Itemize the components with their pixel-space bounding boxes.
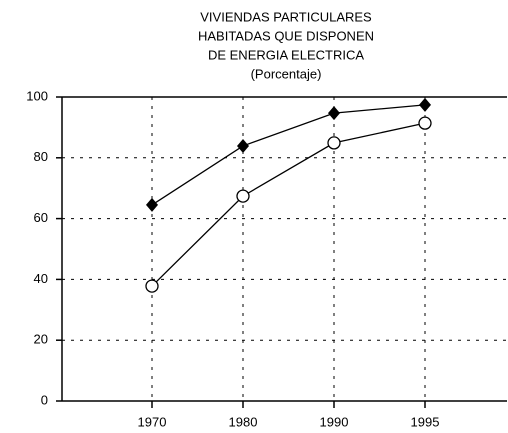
marker: [419, 97, 431, 112]
chart-title-line: VIVIENDAS PARTICULARES: [200, 9, 372, 24]
y-tick-label: 0: [41, 392, 48, 407]
x-tick-label: 1990: [320, 414, 349, 429]
y-tick-label: 40: [34, 271, 48, 286]
x-tick-label: 1980: [229, 414, 258, 429]
marker: [237, 138, 249, 153]
y-tick-label: 60: [34, 210, 48, 225]
y-tick-label: 80: [34, 149, 48, 164]
chart-title-line: HABITADAS QUE DISPONEN: [198, 28, 374, 43]
x-tick-label: 1995: [411, 414, 440, 429]
marker: [418, 116, 432, 130]
marker: [236, 189, 250, 203]
marker: [146, 197, 158, 212]
x-tick-label: 1970: [138, 414, 167, 429]
y-tick-label: 20: [34, 332, 48, 347]
chart-title-line: DE ENERGIA ELECTRICA: [208, 47, 364, 62]
marker: [327, 136, 341, 150]
marker: [145, 279, 159, 293]
series-line: [151, 122, 426, 287]
chart-subtitle: (Porcentaje): [251, 66, 322, 81]
series-line: [151, 104, 426, 206]
marker: [328, 106, 340, 121]
y-tick-label: 100: [26, 88, 48, 103]
